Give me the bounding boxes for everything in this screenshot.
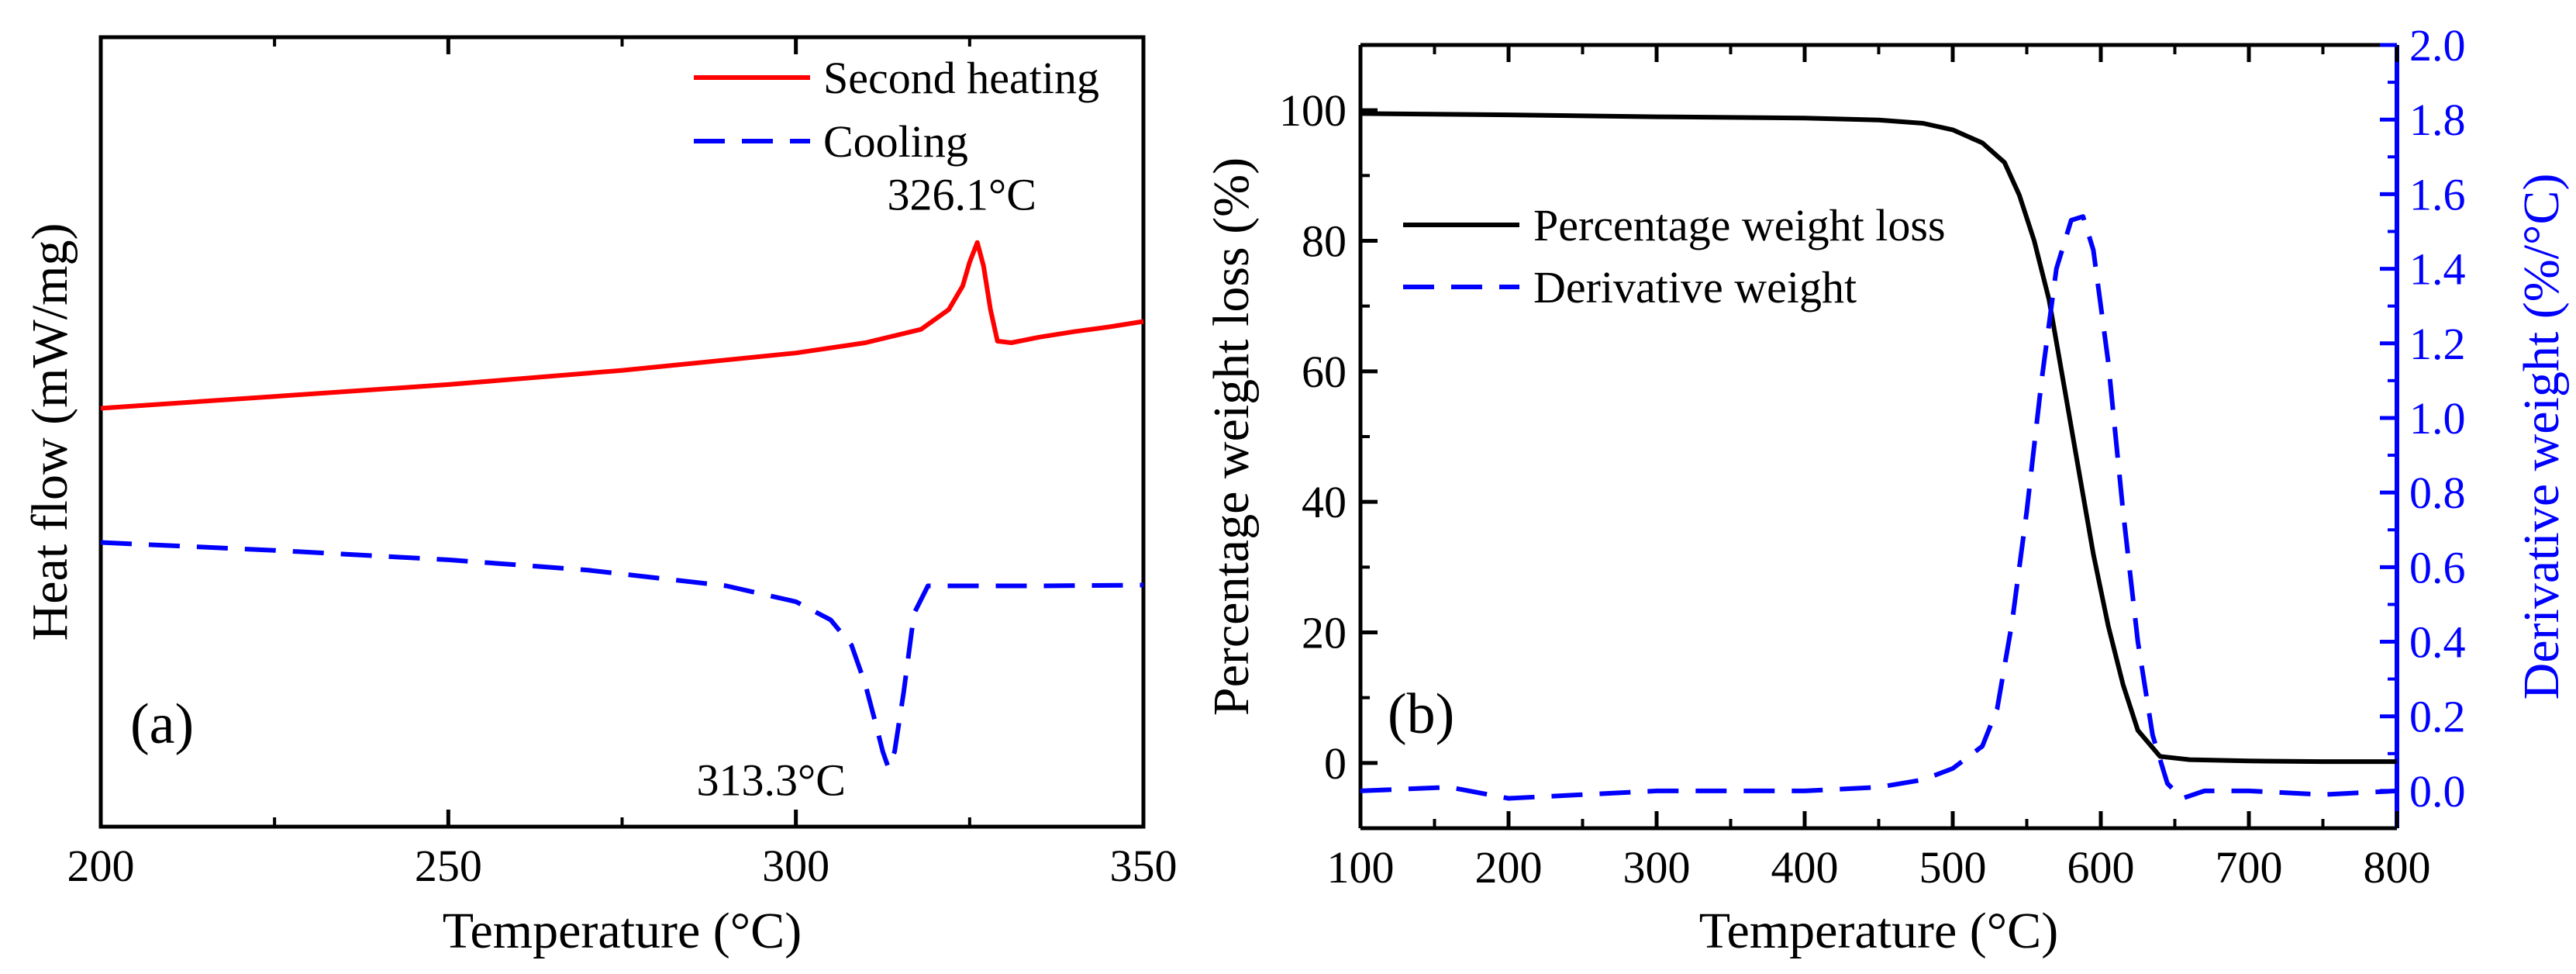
- y-tick-label: 40: [1302, 477, 1347, 527]
- panel-a: 200 250 300 350 Temperature (°C) Heat flow (m…: [22, 35, 1178, 959]
- y2-tick-label: 0.8: [2409, 468, 2466, 518]
- x-axis-label: Temperature (°C): [443, 903, 802, 959]
- y-tick-label: 0: [1324, 738, 1347, 789]
- x-tick-label: 300: [1623, 842, 1691, 893]
- y2-tick-label: 1.0: [2409, 393, 2466, 444]
- x-tick-label: 200: [67, 841, 135, 891]
- series-line-percentage-weight-loss: [1360, 111, 2397, 765]
- plot-frame: [98, 35, 1146, 829]
- y-tick-label: 80: [1302, 216, 1347, 267]
- y-tick-label: 60: [1302, 347, 1347, 397]
- legend-label: Cooling: [823, 116, 968, 167]
- legend-label: Derivative weight: [1533, 262, 1857, 313]
- x-tick-label: 100: [1327, 842, 1395, 893]
- x-tick-label: 300: [762, 841, 829, 891]
- series-line-derivative-weight: [1360, 214, 2398, 801]
- y2-tick-label: 1.4: [2409, 244, 2466, 295]
- y2-tick-label: 0.0: [2409, 766, 2466, 817]
- peak-annotation: 326.1°C: [888, 170, 1036, 220]
- legend-label: Second heating: [823, 53, 1099, 103]
- dip-annotation: 313.3°C: [697, 755, 846, 806]
- series-line-cooling: [100, 540, 1144, 770]
- x-tick-label: 600: [2067, 842, 2135, 893]
- x-tick-label: 800: [2364, 842, 2431, 893]
- y2-tick-label: 1.8: [2409, 95, 2466, 145]
- y-axis-label: Heat flow (mW/mg): [22, 223, 78, 641]
- x-tick-label: 250: [415, 841, 482, 891]
- x-tick-label: 200: [1475, 842, 1543, 893]
- y2-tick-label: 2.0: [2409, 20, 2466, 71]
- panel-label: (a): [130, 693, 194, 756]
- x-axis-label: Temperature (°C): [1699, 903, 2058, 959]
- y2-tick-label: 0.6: [2409, 542, 2466, 592]
- y2-tick-label: 0.2: [2409, 692, 2466, 742]
- y2-tick-label: 1.6: [2409, 169, 2466, 219]
- panel-b: 100 200 300 400 500 600 700 800 0 20 40 60 80 100 0.0 0…: [1203, 20, 2570, 959]
- y2-axis-label: Derivative weight (%/°C): [2513, 174, 2570, 700]
- y2-tick-label: 0.4: [2409, 617, 2466, 668]
- x-tick-label: 400: [1771, 842, 1839, 893]
- x-tick-label: 500: [1919, 842, 1987, 893]
- y-tick-label: 100: [1279, 85, 1347, 136]
- series-line-second-heating: [100, 240, 1144, 411]
- y-axis-label: Percentage weight loss (%): [1203, 157, 1260, 716]
- x-tick-label: 350: [1110, 841, 1178, 891]
- panel-label: (b): [1388, 682, 1454, 746]
- y2-tick-label: 1.2: [2409, 319, 2466, 369]
- y-tick-label: 20: [1302, 608, 1347, 658]
- legend-label: Percentage weight loss: [1533, 200, 1946, 250]
- x-tick-label: 700: [2216, 842, 2283, 893]
